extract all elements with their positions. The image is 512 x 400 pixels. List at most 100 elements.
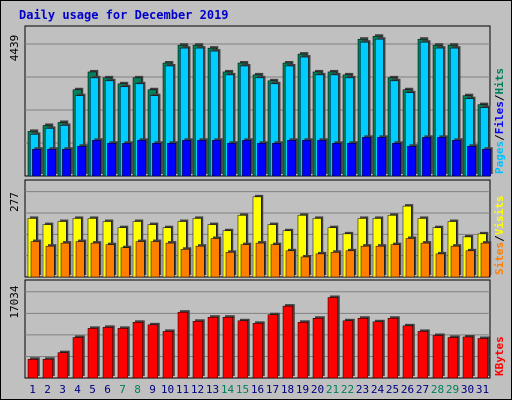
bar-sites-day-31	[480, 242, 490, 278]
bar-pages-day-27	[422, 137, 431, 177]
x-tick-label-day-28: 28	[431, 383, 444, 396]
y-max-label-visits-sites: 277	[8, 192, 21, 212]
x-tick-label-day-17: 17	[266, 383, 279, 396]
bar-sites-day-28	[435, 253, 445, 278]
bar-kbytes-day-26	[402, 325, 413, 379]
bar-sites-day-15	[240, 244, 250, 278]
bar-pages-day-3	[62, 148, 71, 177]
bar-pages-day-17	[272, 143, 281, 177]
x-tick-label-day-20: 20	[311, 383, 324, 396]
bar-kbytes-day-15	[237, 320, 248, 379]
x-tick-label-day-21: 21	[326, 383, 339, 396]
bar-sites-day-30	[465, 250, 475, 278]
x-tick-label-day-11: 11	[176, 383, 189, 396]
bar-kbytes-day-3	[57, 352, 68, 379]
x-tick-label-day-6: 6	[104, 383, 111, 396]
x-tick-label-day-26: 26	[401, 383, 414, 396]
bar-kbytes-day-12	[192, 321, 203, 379]
x-tick-label-day-22: 22	[341, 383, 354, 396]
x-tick-label-day-30: 30	[461, 383, 474, 396]
bar-kbytes-day-2	[42, 359, 53, 379]
bar-pages-day-7	[122, 143, 131, 177]
bar-pages-day-18	[287, 140, 296, 177]
bar-pages-day-19	[302, 140, 311, 177]
bar-sites-day-21	[330, 252, 340, 278]
x-tick-label-day-13: 13	[206, 383, 219, 396]
bar-kbytes-day-10	[162, 331, 173, 379]
bar-pages-day-26	[407, 146, 416, 177]
bar-pages-day-4	[77, 146, 86, 177]
bar-pages-day-22	[347, 143, 356, 177]
bar-sites-day-7	[120, 247, 130, 278]
bar-sites-day-14	[225, 252, 235, 278]
bar-kbytes-day-29	[447, 337, 458, 379]
bar-kbytes-day-25	[387, 318, 398, 379]
bar-kbytes-day-13	[207, 316, 218, 379]
legend-entry-sep-3: /	[493, 94, 506, 101]
bar-pages-day-31	[482, 148, 491, 177]
bar-kbytes-day-22	[342, 320, 353, 379]
legend-entry-pages: Pages	[493, 141, 506, 174]
legend-entry-kbytes: KBytes	[493, 336, 506, 376]
bar-kbytes-day-6	[102, 327, 113, 379]
bar-pages-day-25	[392, 143, 401, 177]
bar-kbytes-day-24	[372, 321, 383, 379]
bar-sites-day-25	[390, 244, 400, 278]
bar-sites-day-9	[150, 241, 160, 278]
bar-pages-day-10	[167, 143, 176, 177]
x-tick-label-day-16: 16	[251, 383, 264, 396]
bar-kbytes-day-19	[297, 322, 308, 379]
bar-kbytes-day-21	[327, 297, 338, 379]
bar-kbytes-day-7	[117, 328, 128, 379]
bar-pages-day-2	[47, 148, 56, 177]
bar-sites-day-11	[180, 249, 190, 278]
bar-sites-day-3	[60, 242, 70, 278]
bar-kbytes-day-20	[312, 318, 323, 379]
x-tick-label-day-24: 24	[371, 383, 385, 396]
legend-kbytes: KBytes	[493, 336, 506, 376]
bar-kbytes-day-11	[177, 311, 188, 379]
bar-kbytes-day-18	[282, 305, 293, 379]
bar-pages-day-6	[107, 143, 116, 177]
bar-sites-day-24	[375, 245, 385, 278]
bar-sites-day-4	[75, 241, 85, 278]
bar-kbytes-day-17	[267, 314, 278, 379]
bar-sites-day-17	[270, 244, 280, 278]
bar-sites-day-10	[165, 242, 175, 278]
bar-sites-day-16	[255, 242, 265, 278]
legend-pages-files-hits: Pages/Files/Hits	[493, 68, 506, 174]
bar-kbytes-day-23	[357, 318, 368, 379]
bar-pages-day-8	[137, 140, 146, 177]
bar-sites-day-27	[420, 242, 430, 278]
bar-pages-day-21	[332, 143, 341, 177]
bar-pages-day-13	[212, 140, 221, 177]
x-tick-label-day-14: 14	[221, 383, 235, 396]
bar-sites-day-20	[315, 253, 325, 278]
legend-entry-sites: Sites	[493, 242, 506, 275]
x-tick-label-day-3: 3	[59, 383, 66, 396]
bar-kbytes-day-14	[222, 316, 233, 379]
bar-sites-day-8	[135, 241, 145, 278]
bar-pages-day-9	[152, 143, 161, 177]
bar-sites-day-12	[195, 245, 205, 278]
bar-pages-day-20	[317, 140, 326, 177]
bar-kbytes-day-28	[432, 335, 443, 379]
x-tick-label-day-1: 1	[29, 383, 36, 396]
bar-sites-day-26	[405, 238, 415, 278]
x-tick-label-day-10: 10	[161, 383, 174, 396]
chart-title: Daily usage for December 2019	[19, 8, 229, 22]
x-tick-label-day-27: 27	[416, 383, 429, 396]
x-tick-label-day-2: 2	[44, 383, 51, 396]
x-tick-label-day-9: 9	[149, 383, 156, 396]
bar-pages-day-11	[182, 140, 191, 177]
bar-pages-day-14	[227, 143, 236, 177]
bar-pages-day-15	[242, 140, 251, 177]
x-tick-label-day-29: 29	[446, 383, 459, 396]
bar-sites-day-18	[285, 250, 295, 278]
bar-sites-day-29	[450, 245, 460, 278]
bar-kbytes-day-31	[477, 338, 488, 379]
bar-sites-day-2	[45, 245, 55, 278]
bar-kbytes-day-30	[462, 336, 473, 379]
x-tick-label-day-19: 19	[296, 383, 309, 396]
